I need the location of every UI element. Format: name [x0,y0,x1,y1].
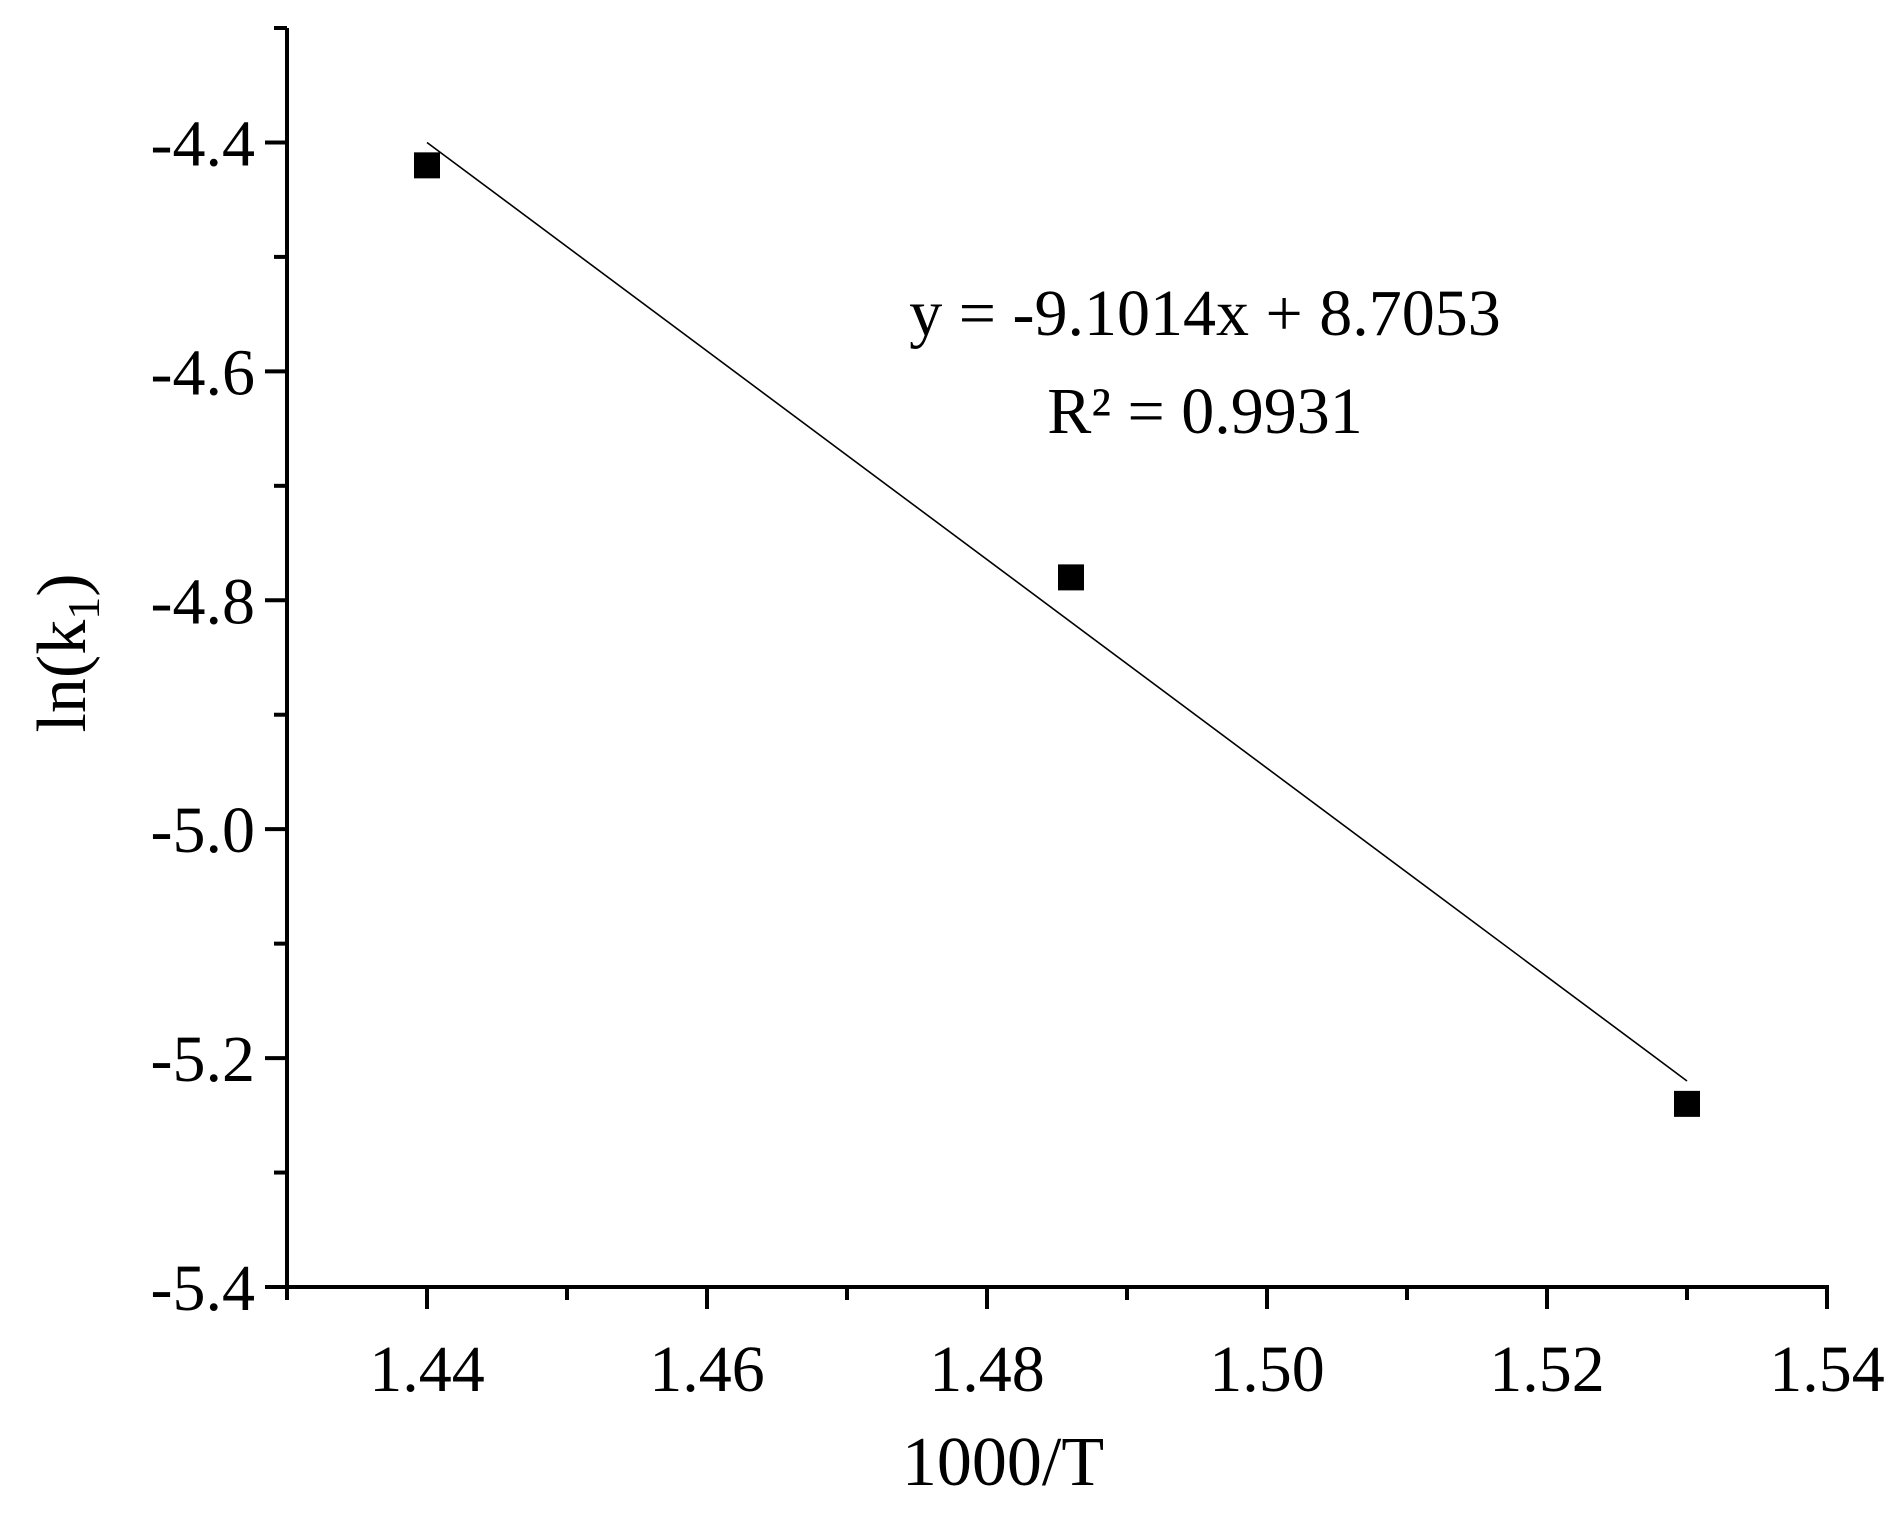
r-squared-label: R² = 0.9931 [1047,375,1363,448]
points-layer [414,152,1700,1117]
y-tick-label: -5.2 [151,1023,255,1096]
fit-layer [426,141,1688,1082]
x-tick-label: 1.44 [369,1333,485,1406]
x-tick-label: 1.46 [649,1333,765,1406]
y-axis-label-close: ) [24,573,101,596]
y-tick-label: -4.8 [151,565,255,638]
data-point [1674,1090,1700,1117]
y-axis-label-subscript: 1 [58,597,109,620]
y-tick-label: -5.0 [151,794,255,867]
x-tick-label: 1.50 [1209,1333,1325,1406]
y-axis-label: ln(k1) [24,573,109,732]
y-axis-label-main: ln(k [24,620,101,733]
x-ticks: 1.44 1.46 1.48 1.50 1.52 1.54 [285,1287,1885,1406]
y-tick-label: -5.4 [151,1252,255,1325]
fit-equation: y = -9.1014x + 8.7053 [909,277,1500,350]
axes [285,28,1829,1289]
x-tick-label: 1.48 [929,1333,1045,1406]
y-ticks: -4.4 -4.6 -4.8 -5.0 -5.2 -5.4 [151,26,287,1325]
y-tick-label: -4.4 [151,107,255,180]
x-tick-label: 1.52 [1489,1333,1605,1406]
y-tick-label: -4.6 [151,336,255,409]
data-point [414,152,440,179]
fit-line [426,141,1688,1082]
x-axis-label: 1000/T [902,1424,1104,1501]
data-point [1058,564,1084,591]
x-tick-label: 1.54 [1769,1333,1885,1406]
